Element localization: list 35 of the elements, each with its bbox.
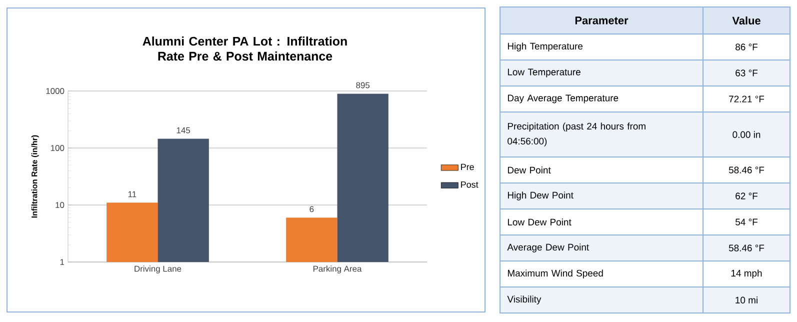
text: 58.46 °F xyxy=(728,166,764,174)
y-tick-label: 1 xyxy=(60,259,64,265)
text: 86 °F xyxy=(736,44,758,50)
y-tick-label: 1000 xyxy=(46,88,64,94)
legend-label: Post xyxy=(461,181,478,188)
text: Dew Point xyxy=(508,166,551,174)
data-label: 6 xyxy=(310,206,314,212)
text: Precipitation (past 24 hours from 04:56:00) xyxy=(508,122,646,146)
text: High Temperature xyxy=(508,42,583,52)
text: 62 °F xyxy=(736,192,758,200)
data-label: 11 xyxy=(128,191,136,198)
text: Parameter xyxy=(575,16,628,24)
legend-label: Pre xyxy=(461,164,474,170)
text: 72.21 °F xyxy=(729,96,764,102)
text: 54 °F xyxy=(736,218,758,226)
text: High Dew Point xyxy=(508,192,574,200)
text: 10 mi xyxy=(736,296,758,304)
text: 14 mph xyxy=(731,270,762,278)
data-label: 145 xyxy=(176,127,190,134)
chart-title: Alumni Center PA Lot : Infiltration Rate Pre & Post Maintenance xyxy=(142,36,347,61)
text: 63 °F xyxy=(736,70,758,76)
text: Average Dew Point xyxy=(507,244,590,252)
y-tick-label: 100 xyxy=(50,145,64,151)
text: Maximum Wind Speed xyxy=(508,270,603,278)
x-tick-label: Parking Area xyxy=(313,266,362,274)
data-label: 895 xyxy=(356,82,370,88)
x-tick-label: Driving Lane xyxy=(134,266,182,274)
y-tick-label: 10 xyxy=(56,202,64,208)
text: Visibility xyxy=(507,296,542,304)
text: Day Average Temperature xyxy=(508,94,618,104)
text: 58.46 °F xyxy=(728,244,764,252)
text: Low Temperature xyxy=(508,68,580,78)
text: Low Dew Point xyxy=(508,218,572,226)
text: Value xyxy=(732,16,760,25)
text: 0.00 in xyxy=(732,131,760,138)
